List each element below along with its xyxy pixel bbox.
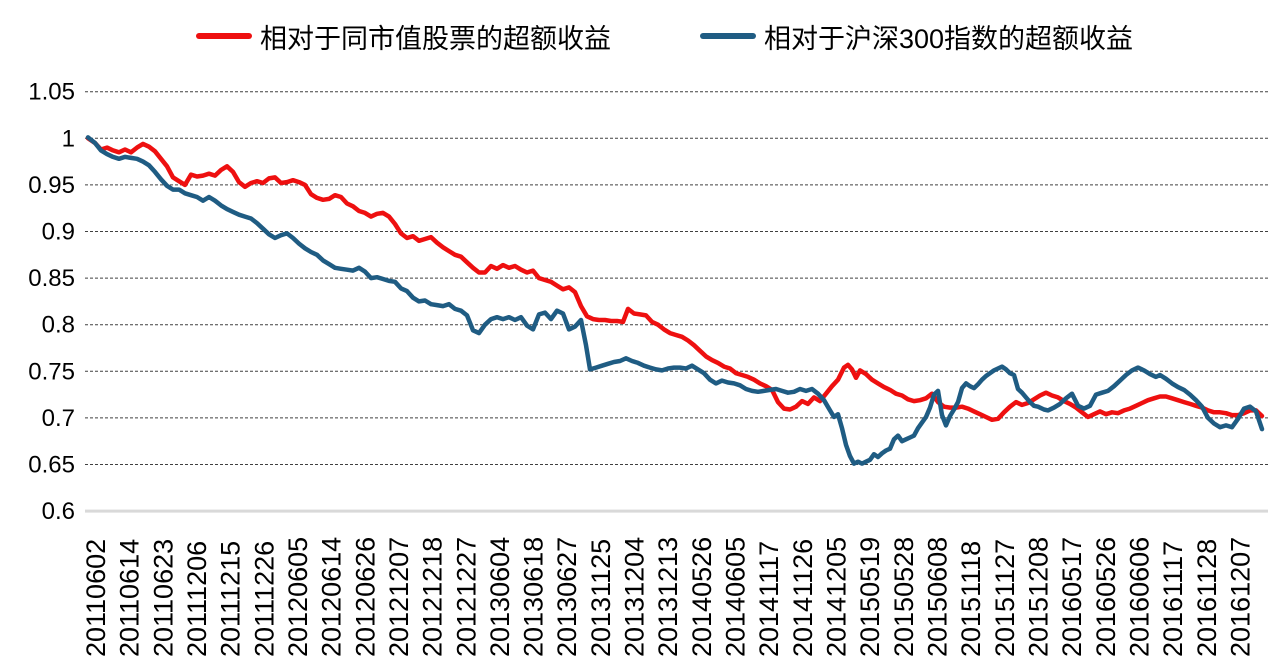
y-axis-label: 0.8: [42, 312, 75, 339]
x-axis-label: 20151208: [1023, 537, 1053, 657]
y-axis-label: 0.6: [42, 498, 75, 525]
series-line-blue: [85, 135, 1265, 466]
y-axis-label: 0.65: [28, 452, 75, 479]
x-axis-label: 20161207: [1225, 537, 1255, 657]
x-axis-label: 20130604: [485, 537, 515, 657]
y-axis-label: 0.9: [42, 219, 75, 246]
x-axis-label: 20141117: [754, 541, 784, 657]
legend-line-red-icon: [196, 33, 252, 39]
x-axis-label: 20111206: [182, 541, 212, 657]
x-axis-label: 20150528: [889, 537, 919, 657]
x-axis-label: 20161128: [1192, 539, 1222, 657]
x-axis-label: 20151118: [956, 541, 986, 657]
x-axis-label: 20131125: [586, 539, 616, 657]
x-axis-label: 20110614: [115, 539, 145, 657]
x-axis-label: 20141205: [822, 537, 852, 657]
x-axis-label: 20160517: [1057, 537, 1087, 657]
x-axis-label: 20160606: [1124, 537, 1154, 657]
x-axis-label: 20131213: [653, 537, 683, 657]
x-axis-label: 20140526: [687, 537, 717, 657]
series-line-red: [85, 136, 1265, 423]
legend-item-same-marketcap: 相对于同市值股票的超额收益: [196, 18, 611, 54]
y-axis-label: 0.85: [28, 265, 75, 292]
x-axis-label: 20141126: [788, 539, 818, 657]
y-axis-label: 1.05: [28, 79, 75, 106]
x-axis-label: 20111226: [249, 541, 279, 657]
x-axis-label: 20130627: [552, 537, 582, 657]
x-axis-label: 20140605: [721, 537, 751, 657]
x-axis-label: 20121218: [418, 537, 448, 657]
y-axis-label: 0.7: [42, 405, 75, 432]
x-axis-label: 20120626: [350, 537, 380, 657]
x-axis-label: 20151127: [990, 539, 1020, 657]
x-axis-label: 20131204: [620, 537, 650, 657]
x-axis-label: 20161117: [1158, 541, 1188, 657]
chart-legend: 相对于同市值股票的超额收益 相对于沪深300指数的超额收益: [0, 18, 1275, 54]
x-axis-label: 20110623: [148, 539, 178, 657]
y-axis-label: 0.75: [28, 358, 75, 385]
x-axis-label: 20111215: [216, 541, 246, 657]
x-axis-label: 20160526: [1091, 537, 1121, 657]
x-axis-label: 20110602: [81, 539, 111, 657]
x-axis-label: 20150608: [923, 537, 953, 657]
x-axis-label: 20130618: [519, 537, 549, 657]
x-axis-label: 20121227: [451, 537, 481, 657]
y-axis-label: 0.95: [28, 172, 75, 199]
legend-label-same-marketcap: 相对于同市值股票的超额收益: [260, 23, 611, 54]
legend-label-csi300: 相对于沪深300指数的超额收益: [764, 23, 1134, 54]
x-axis-label: 20150519: [855, 537, 885, 657]
legend-line-blue-icon: [700, 33, 756, 39]
x-axis-label: 20120614: [317, 537, 347, 657]
legend-item-csi300: 相对于沪深300指数的超额收益: [700, 18, 1133, 54]
x-axis-label: 20121207: [384, 537, 414, 657]
y-axis-label: 1: [62, 125, 75, 152]
x-axis-label: 20120605: [283, 537, 313, 657]
